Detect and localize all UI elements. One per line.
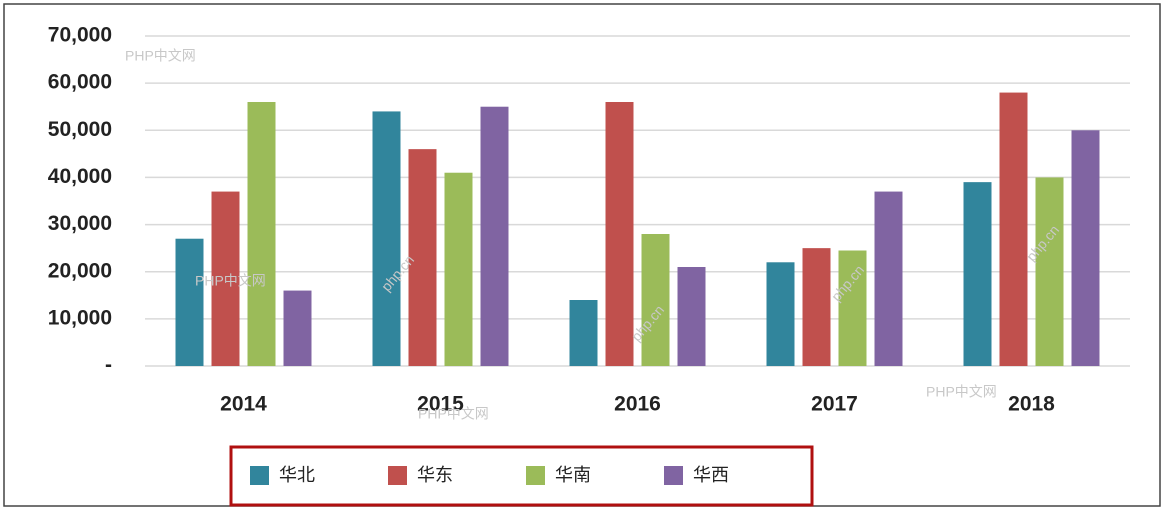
bar [874,191,903,366]
bar [802,248,831,366]
y-tick-label: 40,000 [48,165,112,188]
legend-label: 华西 [693,465,729,485]
legend-swatch [526,466,545,485]
legend-swatch [250,466,269,485]
y-tick-label: 20,000 [48,259,112,282]
bar [766,262,795,366]
bar [444,172,473,366]
bar [677,267,706,366]
y-tick-label: 60,000 [48,71,112,94]
y-tick-label: - [105,354,112,377]
bar [283,290,312,366]
y-tick-label: 30,000 [48,212,112,235]
x-tick-label: 2017 [811,393,858,416]
x-tick-label: 2018 [1008,393,1055,416]
legend-label: 华北 [279,465,315,485]
x-tick-label: 2015 [417,393,464,416]
y-tick-label: 50,000 [48,118,112,141]
bar [605,102,634,366]
x-tick-label: 2014 [220,393,267,416]
bar [1071,130,1100,366]
bar [838,250,867,366]
bar [372,111,401,366]
y-tick-label: 10,000 [48,306,112,329]
watermark: PHP中文网 [125,48,196,64]
watermark: PHP中文网 [926,384,997,400]
bar [1035,177,1064,366]
legend-label: 华东 [417,465,453,485]
y-tick-label: 70,000 [48,24,112,47]
watermark: PHP中文网 [418,406,489,422]
bar [480,106,509,366]
bar [641,234,670,366]
x-tick-label: 2016 [614,393,661,416]
bar [211,191,240,366]
bar [999,92,1028,367]
legend-swatch [664,466,683,485]
legend-swatch [388,466,407,485]
legend-label: 华南 [555,465,591,485]
legend-box [229,445,814,507]
bar [247,102,276,366]
bar [175,238,204,366]
bar [569,300,598,366]
bar [408,149,437,366]
bar [963,182,992,366]
watermark: PHP中文网 [195,273,266,289]
